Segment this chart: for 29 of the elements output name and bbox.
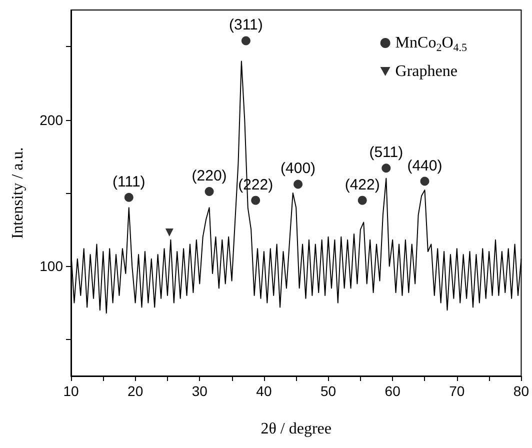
x-tick-label: 30 [192, 383, 208, 399]
point [294, 180, 303, 189]
point [420, 176, 430, 186]
x-tick-label: 50 [320, 383, 336, 399]
x-tick-label: 40 [256, 383, 272, 399]
annotation: (511) [369, 144, 404, 162]
point [358, 196, 367, 205]
x-tick-label: 20 [128, 383, 144, 399]
x-tick-label: 80 [513, 383, 530, 399]
point [241, 36, 250, 46]
annotation: (440) [407, 157, 442, 174]
y-axis-title: Intensity / a.u. [10, 147, 26, 239]
annotation: (111) [112, 173, 146, 190]
point [251, 196, 260, 205]
x-tick-label: 60 [384, 383, 401, 399]
annotation: (220) [192, 168, 227, 185]
annotation: (422) [344, 176, 380, 194]
annotation: (311) [228, 16, 263, 34]
x-tick-label: 10 [63, 383, 79, 399]
legend-label: Graphene [395, 63, 458, 80]
x-axis-title: 2θ / degree [260, 420, 332, 438]
point [124, 192, 134, 202]
point [382, 164, 391, 173]
point [165, 228, 174, 237]
y-tick-label: 200 [40, 112, 64, 128]
point [204, 187, 214, 196]
y-tick-label: 100 [40, 258, 64, 274]
x-tick-label: 70 [449, 383, 465, 399]
annotation: (400) [280, 160, 316, 178]
